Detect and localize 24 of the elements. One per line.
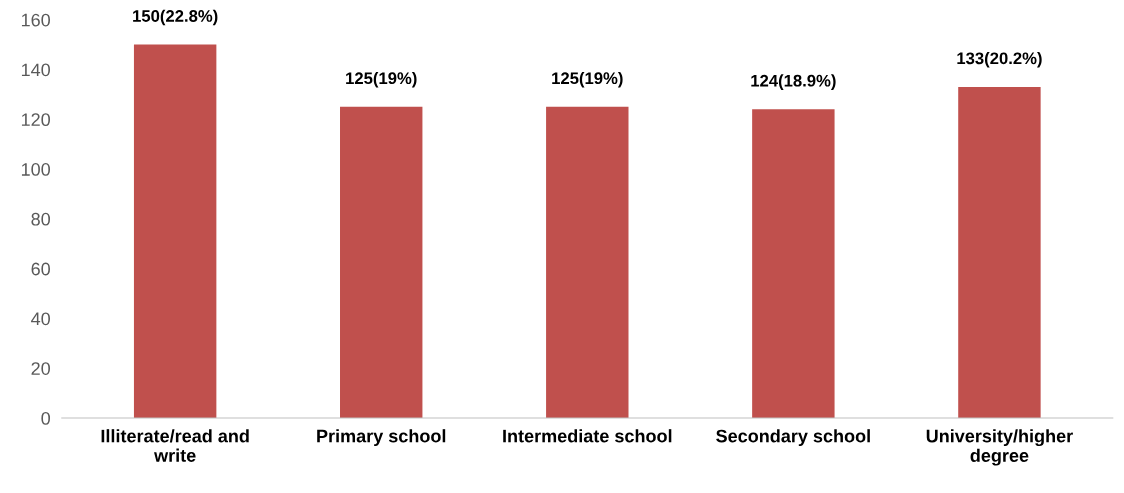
data-label: 150(22.8%) <box>133 9 218 26</box>
y-tick-label: 20 <box>31 362 50 375</box>
data-label: 124(18.9%) <box>751 74 836 90</box>
y-tick-label: 40 <box>31 312 50 326</box>
x-tick-label: Intermediate school <box>503 429 672 443</box>
x-tick-label: University/higher degree <box>926 429 1073 466</box>
data-label: 125(19%) <box>346 71 417 88</box>
data-label: 133(20.2%) <box>957 51 1042 68</box>
y-tick-label: 160 <box>21 13 51 27</box>
y-tick-label: 100 <box>21 163 51 176</box>
y-tick-label: 60 <box>31 262 50 276</box>
bar <box>340 106 423 419</box>
x-tick-label: Primary school <box>317 429 446 447</box>
y-tick-label: 0 <box>41 412 50 425</box>
x-tick-label: Illiterate/read and write <box>101 429 249 462</box>
bar <box>133 44 217 419</box>
bar <box>958 86 1041 419</box>
y-tick-label: 140 <box>21 63 51 77</box>
bar <box>546 106 629 419</box>
data-label: 125(19%) <box>552 71 623 88</box>
y-tick-label: 80 <box>31 212 50 226</box>
y-tick-label: 120 <box>21 113 51 127</box>
x-tick-label: Secondary school <box>716 429 870 447</box>
bar <box>752 109 835 419</box>
